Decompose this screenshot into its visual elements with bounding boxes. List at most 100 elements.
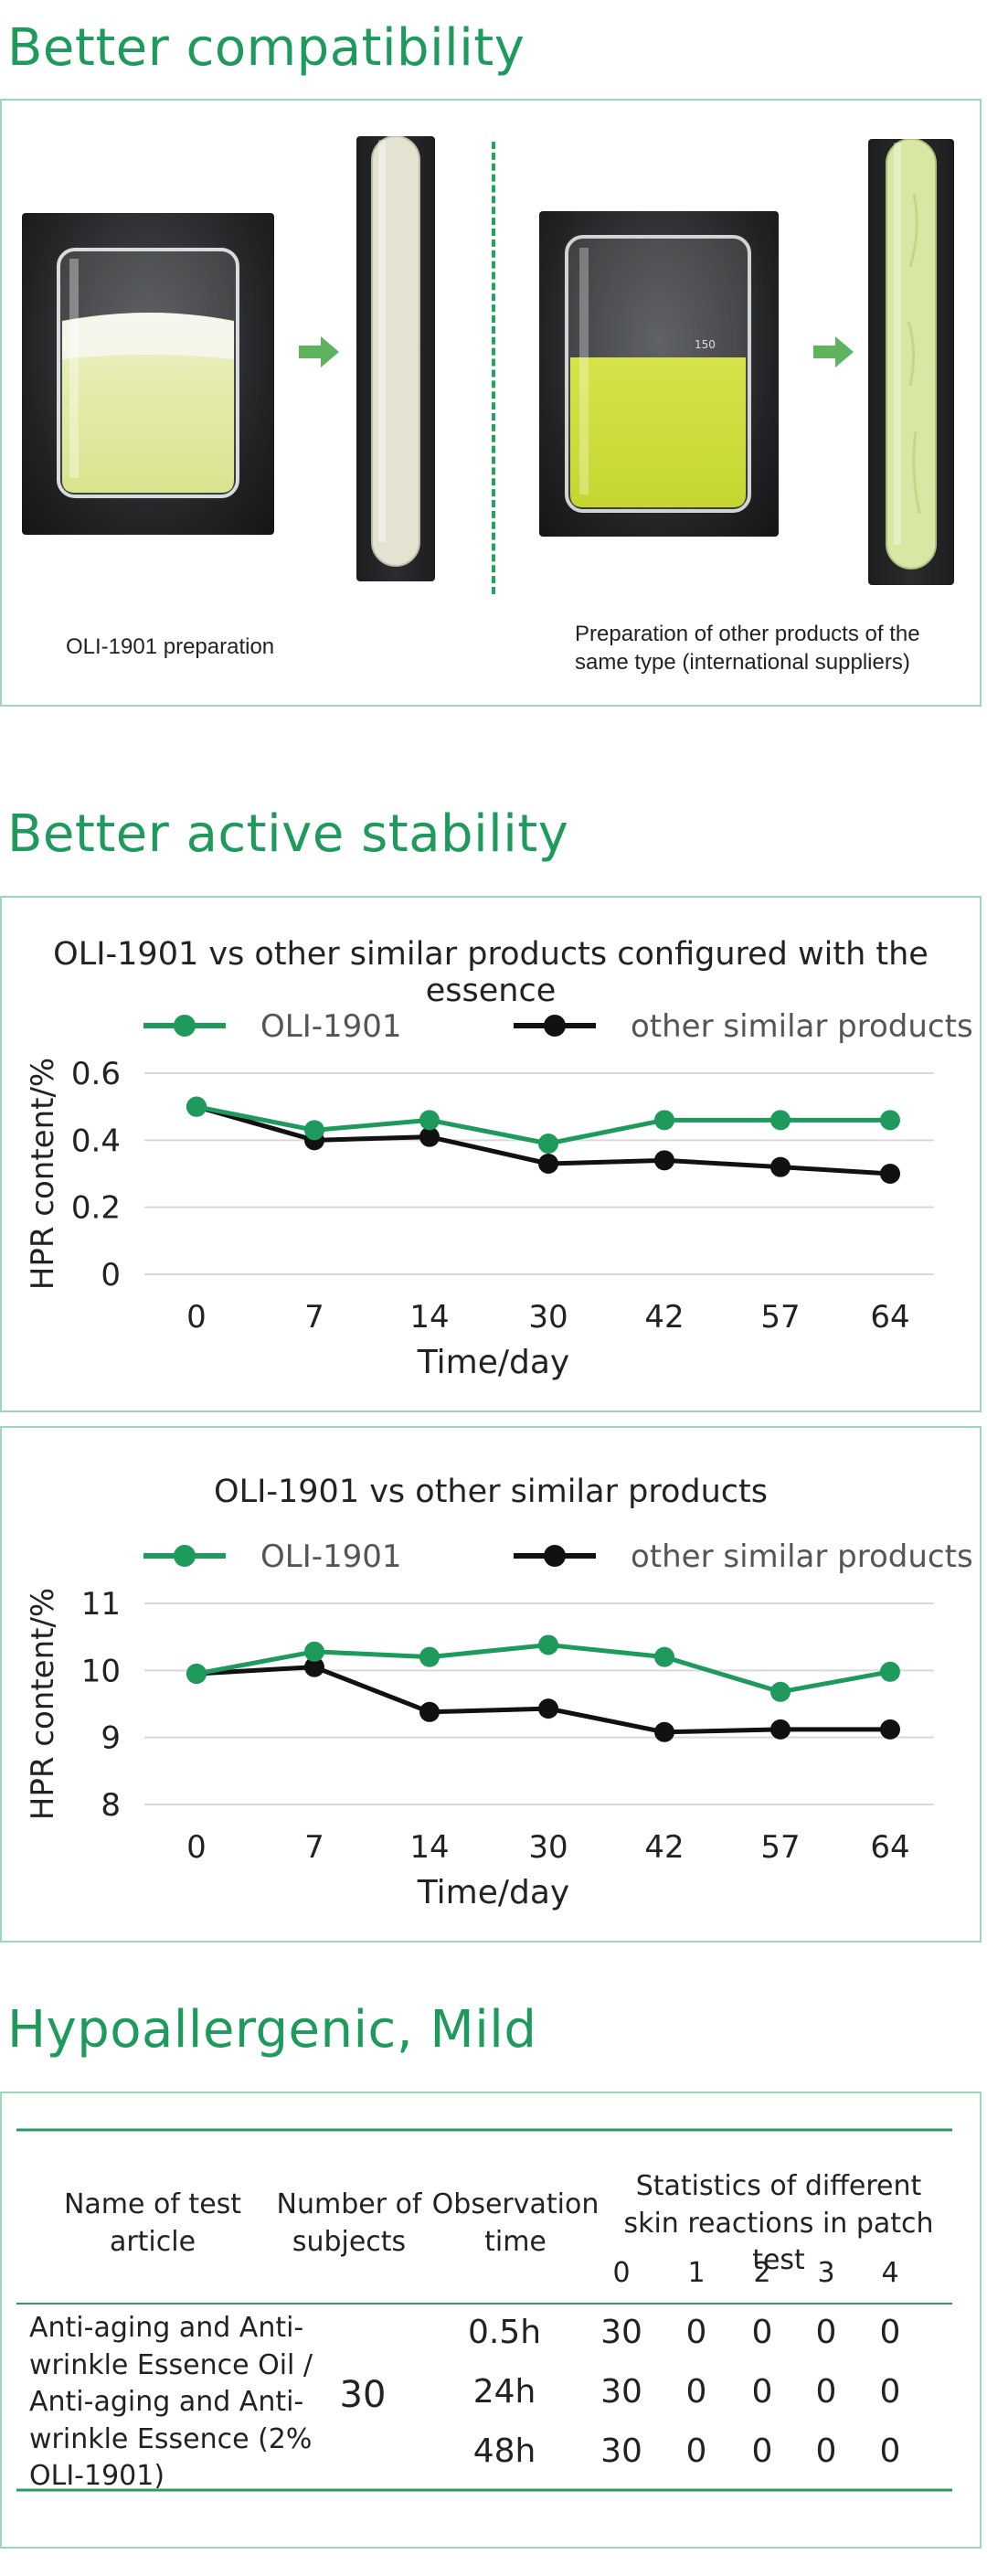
divider-line (492, 142, 495, 594)
y-tick-label: 9 (101, 1720, 121, 1757)
x-tick-label: 30 (528, 1299, 568, 1336)
x-tick-label: 64 (870, 1299, 909, 1336)
arrow-right-icon (299, 336, 339, 367)
reaction-count-cell: 0 (815, 2314, 837, 2351)
data-point (186, 1096, 207, 1117)
reaction-count-cell: 0 (879, 2314, 901, 2351)
oli-1901-tube-photo (356, 136, 435, 581)
reaction-count-cell: 0 (879, 2432, 901, 2470)
section-title-hypoallergenic: Hypoallergenic, Mild (7, 2000, 537, 2060)
grade-header: 2 (753, 2257, 771, 2289)
y-tick-label: 0.6 (71, 1056, 121, 1092)
data-point (538, 1134, 558, 1154)
y-tick-label: 10 (81, 1653, 121, 1689)
y-tick-label: 8 (101, 1787, 121, 1824)
reaction-count-cell: 0 (879, 2373, 901, 2411)
legend-label: OLI-1901 (260, 1008, 402, 1045)
y-tick-label: 0 (101, 1257, 121, 1293)
reaction-count-cell: 0 (815, 2432, 837, 2470)
header-statistics: Statistics of different skin reactions i… (623, 2170, 934, 2276)
patch-test-panel: Name of test article Number of subjects … (0, 2092, 982, 2549)
beaker-graduation: 150 (695, 338, 716, 351)
legend-marker (544, 1545, 566, 1567)
arrow-right-icon (813, 336, 854, 367)
x-tick-label: 57 (760, 1829, 800, 1866)
x-tick-label: 57 (760, 1299, 800, 1336)
x-tick-label: 0 (186, 1829, 207, 1866)
other-product-beaker-photo: 150 (539, 211, 779, 537)
x-tick-label: 7 (304, 1829, 324, 1866)
header-number-of-subjects: Number of subjects (276, 2188, 422, 2258)
table-rules (16, 2128, 952, 2492)
x-tick-label: 30 (528, 1829, 568, 1866)
chart-panel-1: OLI-1901 vs other similar products confi… (0, 896, 982, 1412)
grade-header: 4 (881, 2257, 899, 2289)
reaction-count-cell: 0 (685, 2432, 707, 2470)
legend-label: OLI-1901 (260, 1538, 402, 1575)
reaction-count-cell: 0 (751, 2373, 773, 2411)
data-point (419, 1126, 440, 1147)
y-axis-label: HPR content/% (25, 1058, 61, 1290)
other-product-caption: Preparation of other products of the sam… (575, 622, 920, 676)
data-point (654, 1110, 674, 1131)
x-tick-label: 7 (304, 1299, 324, 1336)
data-point (880, 1719, 900, 1740)
observation-time-cell: 24h (472, 2373, 536, 2411)
x-axis-label: Time/day (417, 1874, 569, 1911)
oli-1901-beaker-photo (22, 213, 274, 535)
data-point (304, 1641, 324, 1662)
reaction-count-cell: 30 (600, 2432, 642, 2470)
data-point (304, 1120, 324, 1141)
data-point (186, 1664, 207, 1684)
reaction-count-cell: 0 (751, 2432, 773, 2470)
y-tick-label: 0.2 (71, 1190, 121, 1227)
reaction-count-cell: 0 (815, 2373, 837, 2411)
data-point (880, 1661, 900, 1682)
legend-marker (174, 1015, 196, 1037)
compatibility-panel: 150 OLI-1901 preparation Preparation of … (0, 99, 982, 707)
y-axis-label: HPR content/% (25, 1588, 61, 1820)
observation-time-cell: 0.5h (467, 2314, 542, 2351)
data-point (880, 1110, 900, 1131)
data-point (770, 1681, 791, 1702)
section-title-stability: Better active stability (7, 804, 569, 864)
reaction-count-cell: 30 (600, 2373, 642, 2411)
reaction-count-cell: 30 (600, 2314, 642, 2351)
data-point (770, 1110, 791, 1131)
chart-1: 0 0.2 0.4 0.6 0 7 14 30 42 57 64 Time/day HPR conten… (25, 1008, 973, 1381)
other-product-tube-photo (868, 139, 954, 585)
data-point (419, 1646, 440, 1667)
chart-panel-2: OLI-1901 vs other similar products 8 9 10 1… (0, 1426, 982, 1943)
legend-label: other similar products (631, 1008, 973, 1045)
section-title-compatibility: Better compatibility (7, 18, 525, 78)
header-observation-time: Observation time (431, 2188, 600, 2258)
data-point (538, 1154, 558, 1174)
reaction-count-cell: 0 (685, 2373, 707, 2411)
observation-time-cell: 48h (472, 2432, 536, 2470)
x-tick-label: 42 (644, 1299, 684, 1336)
legend-marker (174, 1545, 196, 1567)
x-tick-label: 64 (870, 1829, 909, 1866)
data-point (304, 1656, 324, 1677)
reaction-count-cell: 0 (685, 2314, 707, 2351)
legend-label: other similar products (631, 1538, 973, 1575)
grade-header: 3 (817, 2257, 835, 2289)
x-tick-label: 42 (644, 1829, 684, 1866)
data-point (419, 1701, 440, 1722)
data-point (654, 1721, 674, 1742)
grade-header: 0 (612, 2257, 631, 2289)
grade-header: 1 (687, 2257, 706, 2289)
chart-2-title: OLI-1901 vs other similar products (214, 1474, 768, 1510)
x-tick-label: 14 (409, 1299, 449, 1336)
legend-marker (544, 1015, 566, 1037)
test-article-name: Anti-aging and Anti-wrinkle Essence Oil … (29, 2312, 313, 2492)
data-point (880, 1164, 900, 1184)
x-axis-label: Time/day (417, 1344, 569, 1381)
data-point (770, 1719, 791, 1740)
x-tick-label: 14 (409, 1829, 449, 1866)
chart-2: 8 9 10 11 0 7 14 30 42 57 64 Time/day HPR content/% O… (25, 1538, 973, 1911)
data-point (538, 1698, 558, 1719)
data-point (770, 1156, 791, 1177)
chart-1-title: OLI-1901 vs other similar products confi… (53, 936, 929, 1009)
reaction-count-cell: 0 (751, 2314, 773, 2351)
